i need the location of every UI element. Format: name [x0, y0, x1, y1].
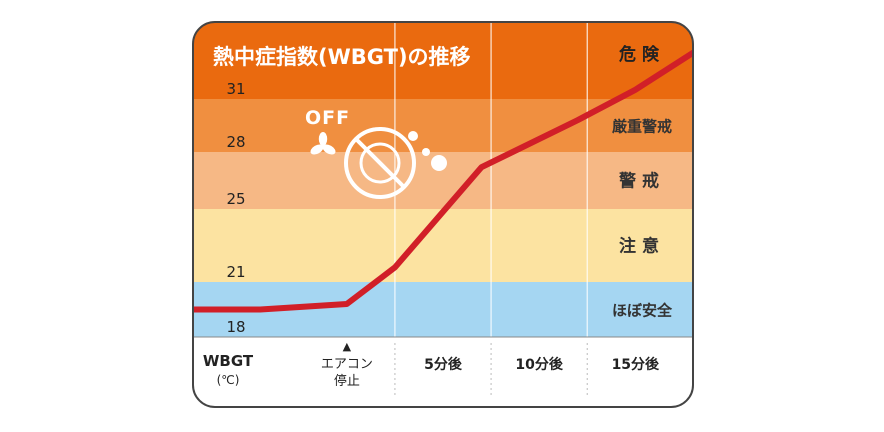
band-label-1: 厳重警戒 — [612, 118, 672, 136]
y-tick-18: 18 — [226, 318, 245, 336]
y-tick-21: 21 — [226, 263, 245, 281]
x-tick-3: 15分後 — [612, 356, 660, 373]
x-tick-marker: ▲ — [343, 340, 352, 353]
band-label-0: 危険 — [618, 44, 665, 65]
band-label-3: 注意 — [619, 236, 665, 257]
bubble-2 — [431, 155, 447, 171]
y-tick-25: 25 — [226, 190, 245, 208]
bubble-1 — [422, 148, 430, 156]
x-tick-1: 5分後 — [424, 356, 463, 373]
x-tick-0-line1: エアコン — [321, 357, 373, 372]
band-label-4: ほぼ安全 — [612, 302, 673, 320]
x-tick-2: 10分後 — [515, 356, 563, 373]
chart-title: 熱中症指数(WBGT)の推移 — [213, 45, 471, 69]
x-tick-0-line2: 停止 — [334, 373, 360, 389]
off-label: OFF — [305, 107, 350, 129]
y-axis-unit: (℃) — [217, 373, 240, 387]
bubble-0 — [408, 131, 418, 141]
y-axis-label: WBGT — [203, 352, 254, 370]
band-3 — [193, 209, 693, 282]
band-label-2: 警戒 — [618, 171, 665, 192]
y-tick-31: 31 — [226, 80, 245, 98]
y-tick-28: 28 — [226, 133, 245, 151]
